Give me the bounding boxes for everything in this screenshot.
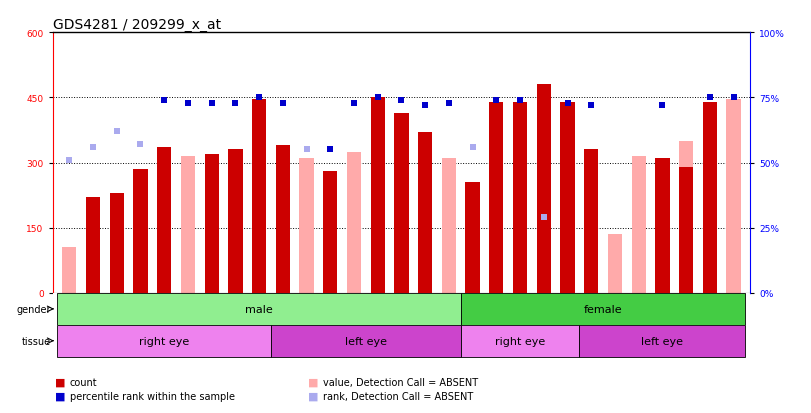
Bar: [679, 142, 693, 293]
Bar: [228, 150, 242, 293]
Text: ■: ■: [55, 391, 66, 401]
Bar: [394, 113, 409, 293]
Bar: [109, 193, 124, 293]
Bar: [702, 102, 717, 293]
Bar: [133, 170, 148, 293]
Text: right eye: right eye: [139, 336, 189, 346]
Bar: [86, 198, 101, 293]
Bar: [299, 159, 314, 293]
Bar: [58, 325, 271, 357]
Bar: [461, 293, 745, 325]
Bar: [537, 85, 551, 293]
Bar: [584, 150, 599, 293]
Text: right eye: right eye: [495, 336, 545, 346]
Text: percentile rank within the sample: percentile rank within the sample: [70, 391, 234, 401]
Bar: [679, 168, 693, 293]
Bar: [58, 293, 461, 325]
Text: male: male: [245, 304, 273, 314]
Bar: [513, 102, 527, 293]
Bar: [86, 198, 101, 293]
Text: ■: ■: [308, 377, 319, 387]
Bar: [607, 235, 622, 293]
Bar: [655, 159, 670, 293]
Text: gender: gender: [17, 304, 51, 314]
Bar: [347, 152, 361, 293]
Bar: [181, 157, 195, 293]
Bar: [109, 193, 124, 293]
Text: left eye: left eye: [642, 336, 684, 346]
Bar: [323, 172, 337, 293]
Bar: [461, 325, 579, 357]
Bar: [133, 170, 148, 293]
Text: ■: ■: [55, 377, 66, 387]
Bar: [560, 102, 575, 293]
Bar: [489, 102, 504, 293]
Bar: [579, 325, 745, 357]
Bar: [632, 157, 646, 293]
Bar: [62, 248, 76, 293]
Text: ■: ■: [308, 391, 319, 401]
Text: tissue: tissue: [22, 336, 51, 346]
Bar: [157, 148, 171, 293]
Bar: [442, 159, 456, 293]
Text: GDS4281 / 209299_x_at: GDS4281 / 209299_x_at: [53, 18, 221, 32]
Text: female: female: [584, 304, 622, 314]
Text: left eye: left eye: [345, 336, 387, 346]
Bar: [271, 325, 461, 357]
Text: value, Detection Call = ABSENT: value, Detection Call = ABSENT: [323, 377, 478, 387]
Text: count: count: [70, 377, 97, 387]
Bar: [276, 146, 290, 293]
Bar: [371, 98, 385, 293]
Bar: [252, 100, 266, 293]
Bar: [418, 133, 432, 293]
Bar: [466, 183, 480, 293]
Text: rank, Detection Call = ABSENT: rank, Detection Call = ABSENT: [323, 391, 473, 401]
Bar: [727, 100, 740, 293]
Bar: [204, 154, 219, 293]
